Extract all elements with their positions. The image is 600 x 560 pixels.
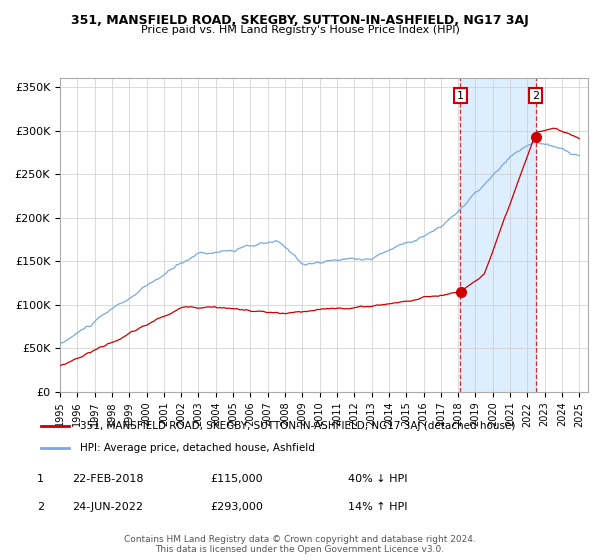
Text: 2: 2 <box>532 91 539 101</box>
Text: Price paid vs. HM Land Registry's House Price Index (HPI): Price paid vs. HM Land Registry's House … <box>140 25 460 35</box>
Text: 14% ↑ HPI: 14% ↑ HPI <box>348 502 407 512</box>
Text: 40% ↓ HPI: 40% ↓ HPI <box>348 474 407 484</box>
Text: 351, MANSFIELD ROAD, SKEGBY, SUTTON-IN-ASHFIELD, NG17 3AJ: 351, MANSFIELD ROAD, SKEGBY, SUTTON-IN-A… <box>71 14 529 27</box>
Bar <box>460 78 536 392</box>
Text: 22-FEB-2018: 22-FEB-2018 <box>72 474 143 484</box>
Text: 2: 2 <box>37 502 44 512</box>
Text: £115,000: £115,000 <box>210 474 263 484</box>
Text: 1: 1 <box>457 91 464 101</box>
Text: £293,000: £293,000 <box>210 502 263 512</box>
Text: 351, MANSFIELD ROAD, SKEGBY, SUTTON-IN-ASHFIELD, NG17 3AJ (detached house): 351, MANSFIELD ROAD, SKEGBY, SUTTON-IN-A… <box>80 421 515 431</box>
Text: Contains HM Land Registry data © Crown copyright and database right 2024.
This d: Contains HM Land Registry data © Crown c… <box>124 535 476 554</box>
Text: 24-JUN-2022: 24-JUN-2022 <box>72 502 143 512</box>
Text: 1: 1 <box>37 474 44 484</box>
Text: HPI: Average price, detached house, Ashfield: HPI: Average price, detached house, Ashf… <box>80 443 314 453</box>
